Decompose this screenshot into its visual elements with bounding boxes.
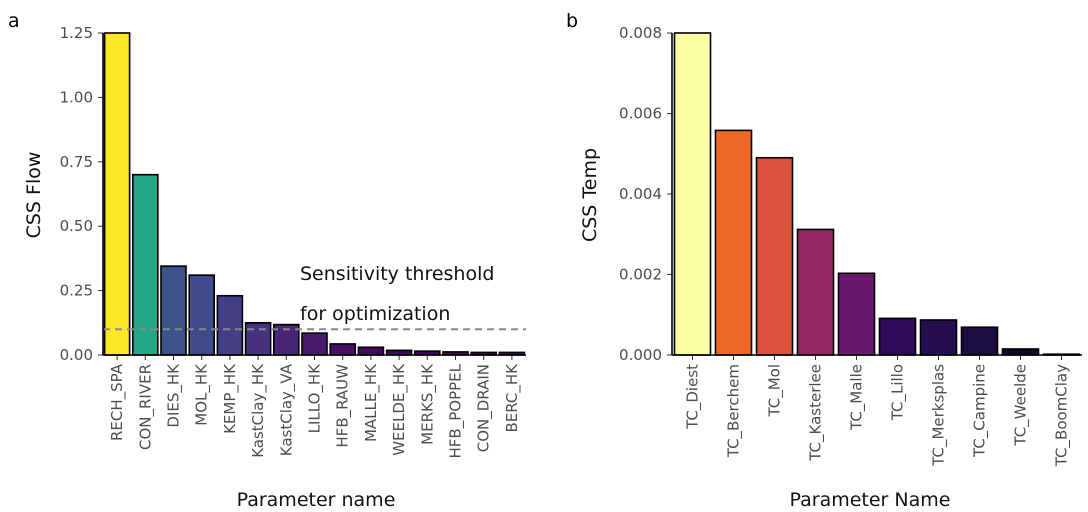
x-tick-label: RECH_SPA: [108, 363, 127, 441]
y-tick-label: 0.75: [60, 153, 93, 171]
y-tick-label: 0.25: [60, 282, 93, 300]
x-tick-label: TC_Kasterlee: [807, 364, 826, 462]
bar: [796, 228, 835, 356]
x-axis-title-a: Parameter name: [237, 489, 396, 511]
bar: [919, 319, 958, 356]
x-tick-label: CON_RIVER: [136, 364, 155, 450]
x-axis-title-b: Parameter Name: [790, 489, 951, 511]
x-tick-label: TC_Campine: [971, 364, 990, 458]
bar: [357, 346, 385, 356]
bar: [103, 32, 131, 356]
bar: [216, 294, 244, 356]
x-tick-label: TC_Malle: [848, 364, 867, 431]
annotation-line-1: Sensitivity threshold: [300, 263, 494, 285]
x-tick-label: DIES_HK: [165, 363, 184, 428]
annotation-line-2: for optimization: [300, 303, 450, 325]
x-tick-label: TC_Merksplas: [930, 364, 949, 467]
bar: [878, 317, 917, 356]
y-axis-title-b: CSS Temp: [579, 148, 601, 242]
x-tick-label: MOL_HK: [193, 363, 212, 426]
x-tick-label: WEELDE_HK: [390, 363, 409, 456]
x-tick-label: KEMP_HK: [221, 363, 240, 434]
bar: [714, 129, 753, 356]
bar: [755, 156, 794, 356]
bar: [160, 265, 187, 356]
y-tick-label: 0.008: [619, 24, 662, 42]
x-tick-label: BERC_HK: [503, 363, 522, 433]
bar: [132, 173, 159, 356]
panel-a: a CSS Flow Parameter name Sensitivity th…: [8, 10, 526, 511]
x-tick-label: TC_Diest: [684, 364, 703, 430]
bar: [301, 332, 328, 356]
x-tick-label: CON_DRAIN: [475, 364, 494, 452]
panel-label-a: a: [8, 10, 20, 32]
y-tick-label: 0.50: [60, 217, 93, 235]
y-tick-label: 0.00: [60, 346, 93, 364]
panel-label-b: b: [566, 10, 578, 32]
bar: [1001, 348, 1040, 356]
y-tick-label: 0.004: [619, 185, 662, 203]
x-tick-label: TC_Berchem: [725, 364, 744, 458]
y-axis-title-a: CSS Flow: [23, 152, 45, 239]
x-tick-label: KastClay_VA: [277, 363, 296, 456]
x-tick-label: TC_BoomClay: [1053, 364, 1072, 467]
x-tick-label: KastClay_HK: [249, 363, 268, 458]
y-tick-label: 0.000: [619, 346, 662, 364]
x-tick-label: MERKS_HK: [418, 363, 437, 445]
y-tick-label: 0.002: [619, 266, 662, 284]
x-tick-label: TC_Mol: [766, 364, 785, 418]
x-tick-label: HFB_RAUW: [334, 364, 353, 448]
bar: [837, 272, 876, 356]
panel-b: b CSS Temp Parameter Name 0.000 0.002 0.00…: [566, 10, 1082, 511]
bar: [960, 326, 999, 356]
y-tick-label: 0.006: [619, 105, 662, 123]
bar: [188, 274, 215, 356]
bar: [673, 32, 712, 356]
x-tick-label: TC_Weelde: [1012, 364, 1031, 447]
x-tick-label: TC_Lillo: [889, 364, 908, 421]
x-tick-label: LILLO_HK: [306, 363, 325, 434]
y-tick-label: 1.00: [60, 88, 93, 106]
x-tick-label: HFB_POPPEL: [447, 363, 466, 458]
x-tick-label: MALLE_HK: [362, 363, 381, 442]
annotation: Sensitivity threshold for optimization: [300, 263, 494, 325]
bar: [244, 321, 272, 356]
y-tick-label: 1.25: [60, 24, 93, 42]
bar: [329, 343, 357, 356]
